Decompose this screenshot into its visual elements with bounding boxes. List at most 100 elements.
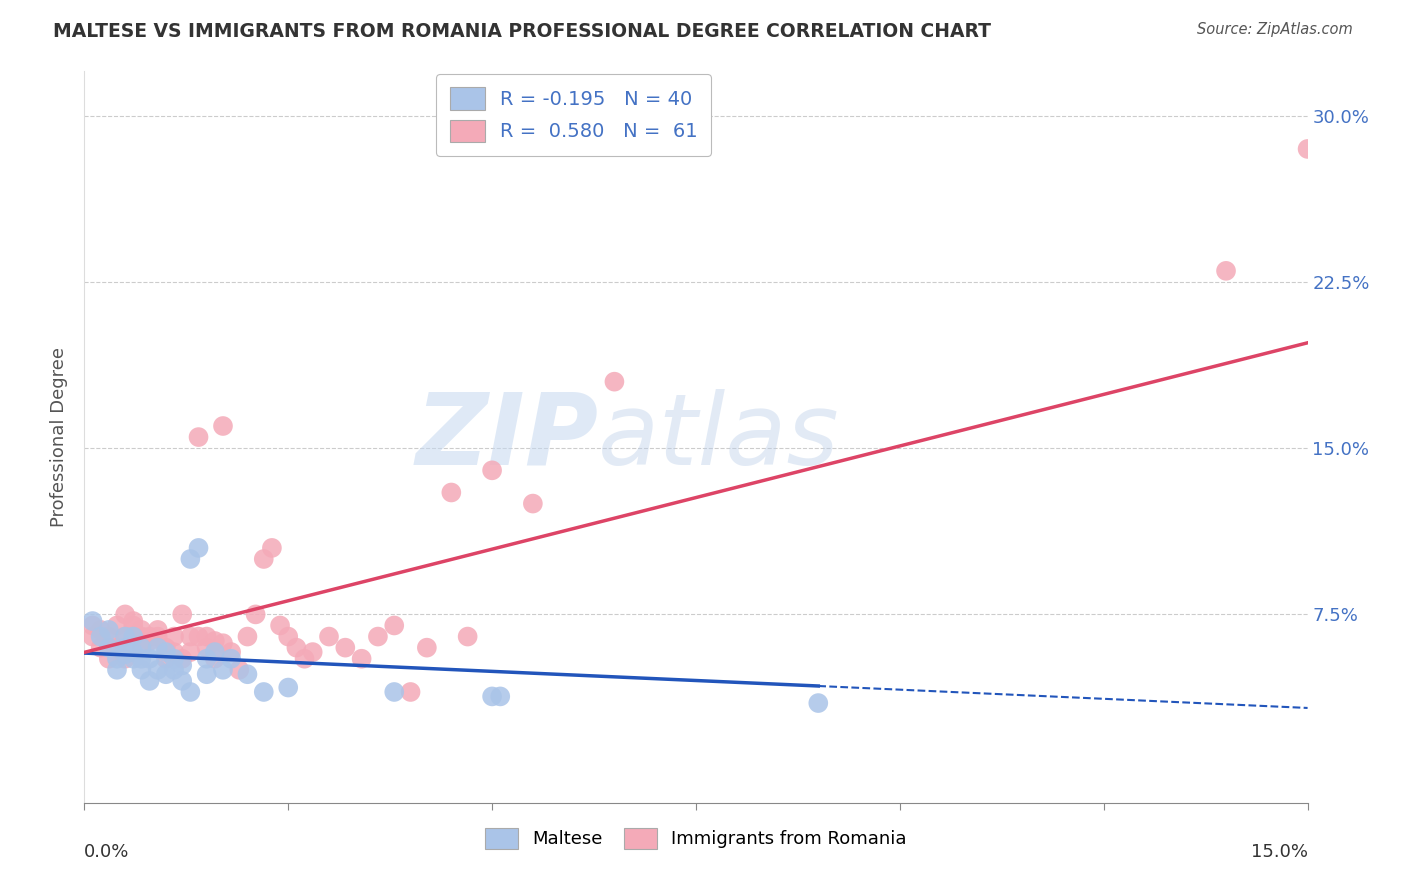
Point	[131, 630, 153, 644]
Point	[195, 667, 218, 681]
Point	[277, 681, 299, 695]
Text: ZIP: ZIP	[415, 389, 598, 485]
Point	[163, 645, 186, 659]
Point	[253, 552, 276, 566]
Point	[172, 651, 194, 665]
Point	[212, 663, 235, 677]
Point	[163, 651, 186, 665]
Point	[172, 607, 194, 622]
Point	[155, 667, 177, 681]
Point	[163, 630, 186, 644]
Point	[219, 651, 242, 665]
Point	[122, 651, 145, 665]
Text: Source: ZipAtlas.com: Source: ZipAtlas.com	[1197, 22, 1353, 37]
Point	[367, 630, 389, 644]
Text: atlas: atlas	[598, 389, 839, 485]
Point	[236, 630, 259, 644]
Point	[179, 630, 201, 644]
Point	[195, 640, 218, 655]
Point	[138, 634, 160, 648]
Point	[90, 640, 112, 655]
Point	[90, 630, 112, 644]
Point	[105, 663, 128, 677]
Point	[260, 541, 283, 555]
Point	[138, 651, 160, 665]
Point	[105, 618, 128, 632]
Point	[440, 485, 463, 500]
Point	[155, 640, 177, 655]
Point	[122, 618, 145, 632]
Point	[228, 663, 250, 677]
Point	[172, 658, 194, 673]
Point	[146, 623, 169, 637]
Point	[97, 640, 120, 655]
Point	[382, 685, 405, 699]
Y-axis label: Professional Degree: Professional Degree	[49, 347, 67, 527]
Point	[82, 614, 104, 628]
Point	[1296, 142, 1319, 156]
Point	[146, 630, 169, 644]
Point	[522, 497, 544, 511]
Point	[131, 623, 153, 637]
Point	[105, 640, 128, 655]
Point	[195, 651, 218, 665]
Point	[155, 651, 177, 665]
Point	[114, 630, 136, 644]
Point	[294, 651, 316, 665]
Point	[245, 607, 267, 622]
Point	[416, 640, 439, 655]
Point	[114, 640, 136, 655]
Point	[131, 651, 153, 665]
Point	[122, 645, 145, 659]
Point	[82, 618, 104, 632]
Point	[187, 630, 209, 644]
Point	[187, 430, 209, 444]
Point	[457, 630, 479, 644]
Point	[212, 419, 235, 434]
Legend: Maltese, Immigrants from Romania: Maltese, Immigrants from Romania	[474, 817, 918, 860]
Point	[195, 630, 218, 644]
Point	[138, 673, 160, 688]
Point	[335, 640, 357, 655]
Point	[318, 630, 340, 644]
Point	[807, 696, 830, 710]
Point	[131, 663, 153, 677]
Point	[90, 623, 112, 637]
Point	[399, 685, 422, 699]
Point	[163, 663, 186, 677]
Point	[122, 630, 145, 644]
Point	[269, 618, 291, 632]
Point	[204, 634, 226, 648]
Point	[1215, 264, 1237, 278]
Point	[114, 607, 136, 622]
Text: 15.0%: 15.0%	[1250, 843, 1308, 861]
Point	[204, 645, 226, 659]
Point	[146, 663, 169, 677]
Point	[301, 645, 323, 659]
Point	[122, 614, 145, 628]
Point	[489, 690, 512, 704]
Point	[105, 651, 128, 665]
Point	[277, 630, 299, 644]
Point	[97, 630, 120, 644]
Point	[253, 685, 276, 699]
Point	[212, 636, 235, 650]
Point	[97, 651, 120, 665]
Point	[138, 630, 160, 644]
Point	[179, 685, 201, 699]
Point	[179, 645, 201, 659]
Point	[146, 640, 169, 655]
Point	[114, 648, 136, 662]
Point	[131, 640, 153, 655]
Point	[172, 673, 194, 688]
Point	[204, 651, 226, 665]
Point	[285, 640, 308, 655]
Text: MALTESE VS IMMIGRANTS FROM ROMANIA PROFESSIONAL DEGREE CORRELATION CHART: MALTESE VS IMMIGRANTS FROM ROMANIA PROFE…	[53, 22, 991, 41]
Text: 0.0%: 0.0%	[84, 843, 129, 861]
Point	[382, 618, 405, 632]
Point	[219, 645, 242, 659]
Point	[481, 690, 503, 704]
Point	[481, 463, 503, 477]
Point	[82, 630, 104, 644]
Point	[114, 630, 136, 644]
